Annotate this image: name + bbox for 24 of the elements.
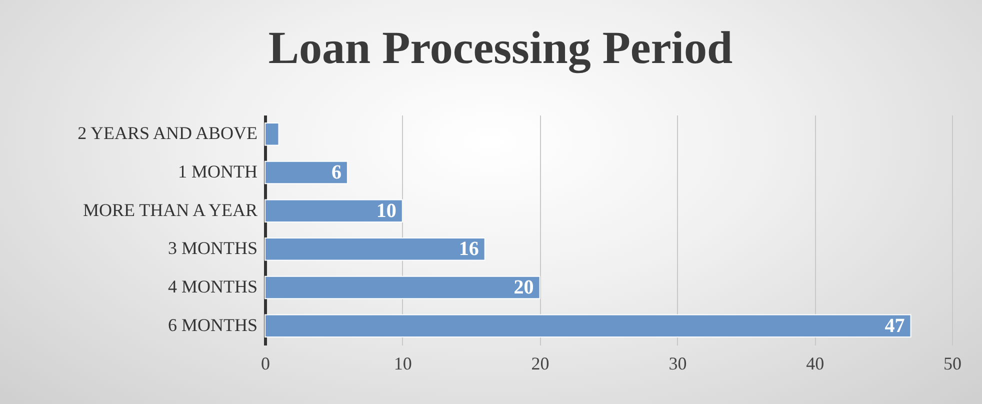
- data-label: 6: [331, 162, 342, 184]
- x-tick-label: 10: [394, 354, 412, 374]
- data-label: 20: [514, 276, 534, 298]
- y-tick-label: 4 MONTHS: [168, 276, 258, 296]
- bar: [264, 314, 912, 338]
- y-tick-label: MORE THAN A YEAR: [82, 200, 258, 220]
- y-tick-label: 2 YEARS AND ABOVE: [78, 123, 258, 144]
- x-tick-label: 20: [531, 354, 550, 374]
- bar: [264, 122, 280, 146]
- y-tick-label: 6 MONTHS: [168, 314, 258, 335]
- x-tick-label: 40: [806, 354, 824, 374]
- x-tick-label: 30: [668, 354, 687, 374]
- data-label: 10: [376, 200, 396, 222]
- chart-title: Loan Processing Period: [268, 22, 734, 74]
- data-label: 47: [884, 314, 905, 337]
- x-tick-label: 50: [944, 354, 962, 374]
- x-tick-label: 0: [261, 354, 270, 374]
- y-tick-label: 1 MONTH: [178, 162, 258, 182]
- bar: [264, 160, 348, 184]
- y-tick-label: 3 MONTHS: [168, 238, 258, 258]
- bar: [264, 199, 403, 222]
- data-label: 16: [458, 238, 479, 260]
- bar: [264, 238, 486, 261]
- bar: [264, 276, 540, 300]
